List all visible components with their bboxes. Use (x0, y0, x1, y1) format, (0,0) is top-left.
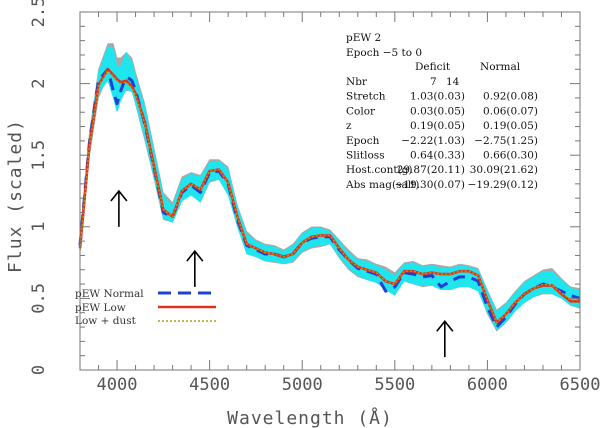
series-lines (78, 67, 581, 329)
y-tick-label-3: 1.5 (29, 140, 49, 171)
y-tick-label-0: 0 (29, 365, 49, 375)
legend-label-low-dust: Low + dust (75, 315, 137, 327)
legend: pEW Normal pEW Low Low + dust (75, 288, 216, 327)
annotation-row-normal-6: 30.09(21.62) (470, 164, 538, 176)
arrow-head-0 (110, 189, 128, 202)
annotation-row-deficit-2: 0.03(0.05) (410, 105, 465, 117)
y-tick-label-1: 0.5 (29, 283, 49, 314)
annotation-row-normal-7: −19.29(0.12) (468, 179, 538, 191)
annotation-row-deficit-6: 29.87(20.11) (397, 164, 465, 176)
series-line-0 (78, 67, 581, 329)
x-axis-ticks: 4000 4500 5000 5500 6000 6500 (79, 12, 600, 395)
x-tick-label-0: 4000 (97, 375, 138, 395)
annotation-row-deficit-3: 0.19(0.05) (410, 120, 465, 132)
x-axis-label: Wavelength (Å) (227, 407, 393, 428)
annotation-row-normal-0: 14 (446, 76, 460, 88)
x-tick-label-2: 5000 (282, 375, 323, 395)
annotation-row-label-5: Slitloss (346, 150, 385, 162)
annotation-row-label-1: Stretch (346, 91, 386, 103)
arrow-head-1 (186, 249, 204, 262)
annotation-row-label-6: Host.cont(g) (346, 164, 413, 176)
annotation-row-normal-3: 0.19(0.05) (483, 120, 538, 132)
legend-label-pew-normal: pEW Normal (75, 288, 144, 300)
feature-arrows (110, 189, 454, 358)
annotation-row-normal-1: 0.92(0.08) (483, 91, 538, 103)
annotation-row-normal-4: −2.75(1.25) (474, 135, 538, 147)
annotation-col-header-deficit: Deficit (415, 61, 451, 73)
annotation-row-label-2: Color (346, 105, 376, 117)
y-tick-label-4: 2 (29, 78, 49, 88)
annotation-row-label-0: Nbr (346, 76, 368, 88)
annotation-row-normal-5: 0.66(0.30) (483, 150, 538, 162)
annotation-row-label-3: z (346, 120, 352, 132)
x-tick-label-3: 5500 (374, 375, 415, 395)
y-tick-label-2: 1 (29, 222, 49, 232)
y-tick-label-5: 2.5 (29, 0, 49, 27)
axes (79, 11, 581, 371)
legend-label-pew-low: pEW Low (75, 302, 126, 314)
x-tick-label-4: 6000 (467, 375, 508, 395)
y-axis-ticks: 0 0.5 1 1.5 2 2.5 (29, 0, 580, 375)
plot-frame (79, 11, 581, 371)
annotation-subtitle: Epoch −5 to 0 (346, 47, 422, 59)
x-tick-label-1: 4500 (189, 375, 230, 395)
annotation-row-deficit-5: 0.64(0.33) (410, 150, 465, 162)
y-axis-label: Flux (scaled) (5, 119, 26, 273)
annotation-row-normal-2: 0.06(0.07) (483, 105, 538, 117)
annotation-row-label-7: Abs mag(salt) (345, 179, 419, 191)
annotation-row-deficit-7: −19.30(0.07) (395, 179, 465, 191)
annotation-row-deficit-1: 1.03(0.03) (410, 91, 465, 103)
annotation-rows: Nbr 7 14 Stretch 1.03(0.03) 0.92(0.08) Color 0.… (345, 76, 538, 191)
annotation-row-deficit-4: −2.22(1.03) (401, 135, 465, 147)
annotation-title: pEW 2 (346, 32, 381, 44)
annotation-col-header-normal: Normal (480, 61, 521, 73)
annotation-row-deficit-0: 7 (430, 76, 437, 88)
arrow-head-2 (436, 320, 454, 332)
x-tick-label-5: 6500 (560, 375, 600, 395)
series-line-2 (79, 69, 580, 324)
stats-annotation: pEW 2 Epoch −5 to 0 Deficit Normal Nbr 7 1… (345, 32, 538, 191)
annotation-row-label-4: Epoch (346, 135, 380, 147)
